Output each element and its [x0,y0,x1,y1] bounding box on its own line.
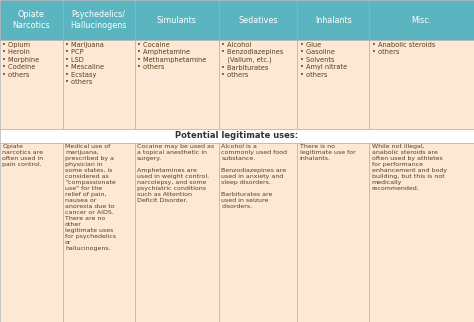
Bar [0,0,63,40]
Text: Cocaine may be used as
a topical anesthetic in
surgery.

Amphetamines are
used i: Cocaine may be used as a topical anesthe… [137,144,214,203]
Bar [219,0,297,40]
Text: Simulants: Simulants [157,16,197,24]
Text: • Marijuana
• PCP
• LSD
• Mescaline
• Ecstasy
• others: • Marijuana • PCP • LSD • Mescaline • Ec… [65,42,104,85]
Bar [0,40,63,129]
Bar [0,143,63,322]
Text: • Opium
• Heroin
• Morphine
• Codeine
• others: • Opium • Heroin • Morphine • Codeine • … [2,42,40,78]
Bar [63,40,135,129]
Text: Potential legitimate uses:: Potential legitimate uses: [175,131,299,140]
Bar [135,40,219,129]
Text: • Glue
• Gasoline
• Solvents
• Amyl nitrate
• others: • Glue • Gasoline • Solvents • Amyl nitr… [300,42,347,78]
Bar [369,0,474,40]
Bar [219,40,297,129]
Text: • Alcohol
• Benzodiazepines
   (Valium, etc.)
• Barbiturates
• others: • Alcohol • Benzodiazepines (Valium, etc… [221,42,284,78]
Bar [369,143,474,322]
Bar [63,143,135,322]
Text: Sedatives: Sedatives [238,16,278,24]
Bar [297,143,369,322]
Text: There is no
legitimate use for
inhalants.: There is no legitimate use for inhalants… [300,144,356,161]
Bar [297,0,369,40]
Text: Opiate
narcotics are
often used in
pain control.: Opiate narcotics are often used in pain … [2,144,44,167]
Bar [369,40,474,129]
Text: Medical use of
marijuana,
prescribed by a
physician in
some states, is
considere: Medical use of marijuana, prescribed by … [65,144,116,251]
Text: Alcohol is a
commonly used food
substance.

Benzodiazepines are
used in anxiety : Alcohol is a commonly used food substanc… [221,144,287,209]
Bar [219,143,297,322]
Text: Psychedelics/
Hallucinogens: Psychedelics/ Hallucinogens [71,10,127,30]
Text: • Cocaine
• Amphetamine
• Methamphetamine
• others: • Cocaine • Amphetamine • Methamphetamin… [137,42,206,70]
Text: • Anabolic steroids
• others: • Anabolic steroids • others [372,42,435,55]
Text: While not illegal,
anabolic steroids are
often used by athletes
for performance
: While not illegal, anabolic steroids are… [372,144,447,191]
Bar [135,143,219,322]
Text: Misc.: Misc. [411,16,432,24]
Text: Inhalants: Inhalants [315,16,352,24]
Text: Opiate
Narcotics: Opiate Narcotics [12,10,50,30]
Bar [297,40,369,129]
Bar [63,0,135,40]
Bar [135,0,219,40]
Bar [0,129,474,143]
